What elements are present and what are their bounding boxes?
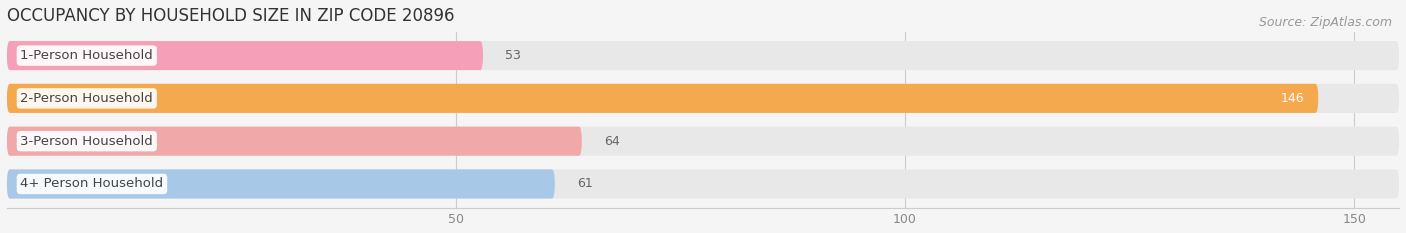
Text: 64: 64 [605,135,620,148]
FancyBboxPatch shape [7,127,582,156]
Text: 2-Person Household: 2-Person Household [21,92,153,105]
Text: 146: 146 [1281,92,1305,105]
Text: 4+ Person Household: 4+ Person Household [21,178,163,190]
FancyBboxPatch shape [7,127,1399,156]
FancyBboxPatch shape [7,41,1399,70]
Text: 61: 61 [578,178,593,190]
FancyBboxPatch shape [7,169,555,199]
Text: 3-Person Household: 3-Person Household [21,135,153,148]
Text: Source: ZipAtlas.com: Source: ZipAtlas.com [1258,16,1392,29]
Text: 53: 53 [505,49,522,62]
Text: 1-Person Household: 1-Person Household [21,49,153,62]
Text: OCCUPANCY BY HOUSEHOLD SIZE IN ZIP CODE 20896: OCCUPANCY BY HOUSEHOLD SIZE IN ZIP CODE … [7,7,454,25]
FancyBboxPatch shape [7,41,482,70]
FancyBboxPatch shape [7,84,1319,113]
FancyBboxPatch shape [7,169,1399,199]
FancyBboxPatch shape [7,84,1399,113]
